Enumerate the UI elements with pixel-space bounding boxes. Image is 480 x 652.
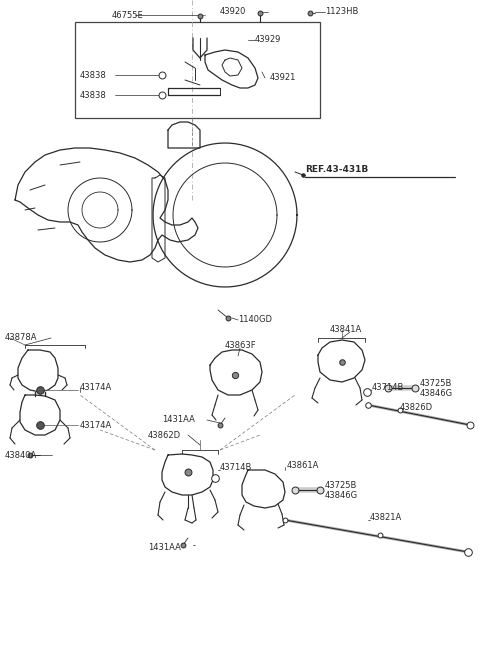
Text: 43714B: 43714B	[220, 464, 252, 473]
Text: 43174A: 43174A	[80, 383, 112, 393]
Text: 43174A: 43174A	[80, 421, 112, 430]
Text: 43714B: 43714B	[372, 383, 404, 393]
Text: 43838: 43838	[80, 70, 107, 80]
Text: 43863F: 43863F	[225, 340, 257, 349]
Text: 43921: 43921	[270, 74, 296, 83]
Text: 43846G: 43846G	[325, 490, 358, 499]
Text: REF.43-431B: REF.43-431B	[305, 166, 368, 175]
Text: 43826D: 43826D	[400, 404, 433, 413]
Text: 43841A: 43841A	[330, 325, 362, 334]
Text: 43725B: 43725B	[325, 481, 358, 490]
Text: 43929: 43929	[255, 35, 281, 44]
Text: 1431AA: 1431AA	[148, 544, 181, 552]
Text: 1431AA: 1431AA	[162, 415, 195, 424]
Text: 43821A: 43821A	[370, 514, 402, 522]
Text: 1123HB: 1123HB	[325, 8, 359, 16]
Text: 43846G: 43846G	[420, 389, 453, 398]
Text: 43861A: 43861A	[287, 460, 319, 469]
Text: 1140GD: 1140GD	[238, 316, 272, 325]
Text: 43838: 43838	[80, 91, 107, 100]
Text: 43920: 43920	[220, 8, 246, 16]
Text: 43840A: 43840A	[5, 451, 37, 460]
Text: 43725B: 43725B	[420, 379, 452, 387]
Text: 46755E: 46755E	[112, 10, 144, 20]
Text: 43862D: 43862D	[148, 430, 181, 439]
Text: 43878A: 43878A	[5, 334, 37, 342]
Bar	[75, 22, 320, 118]
